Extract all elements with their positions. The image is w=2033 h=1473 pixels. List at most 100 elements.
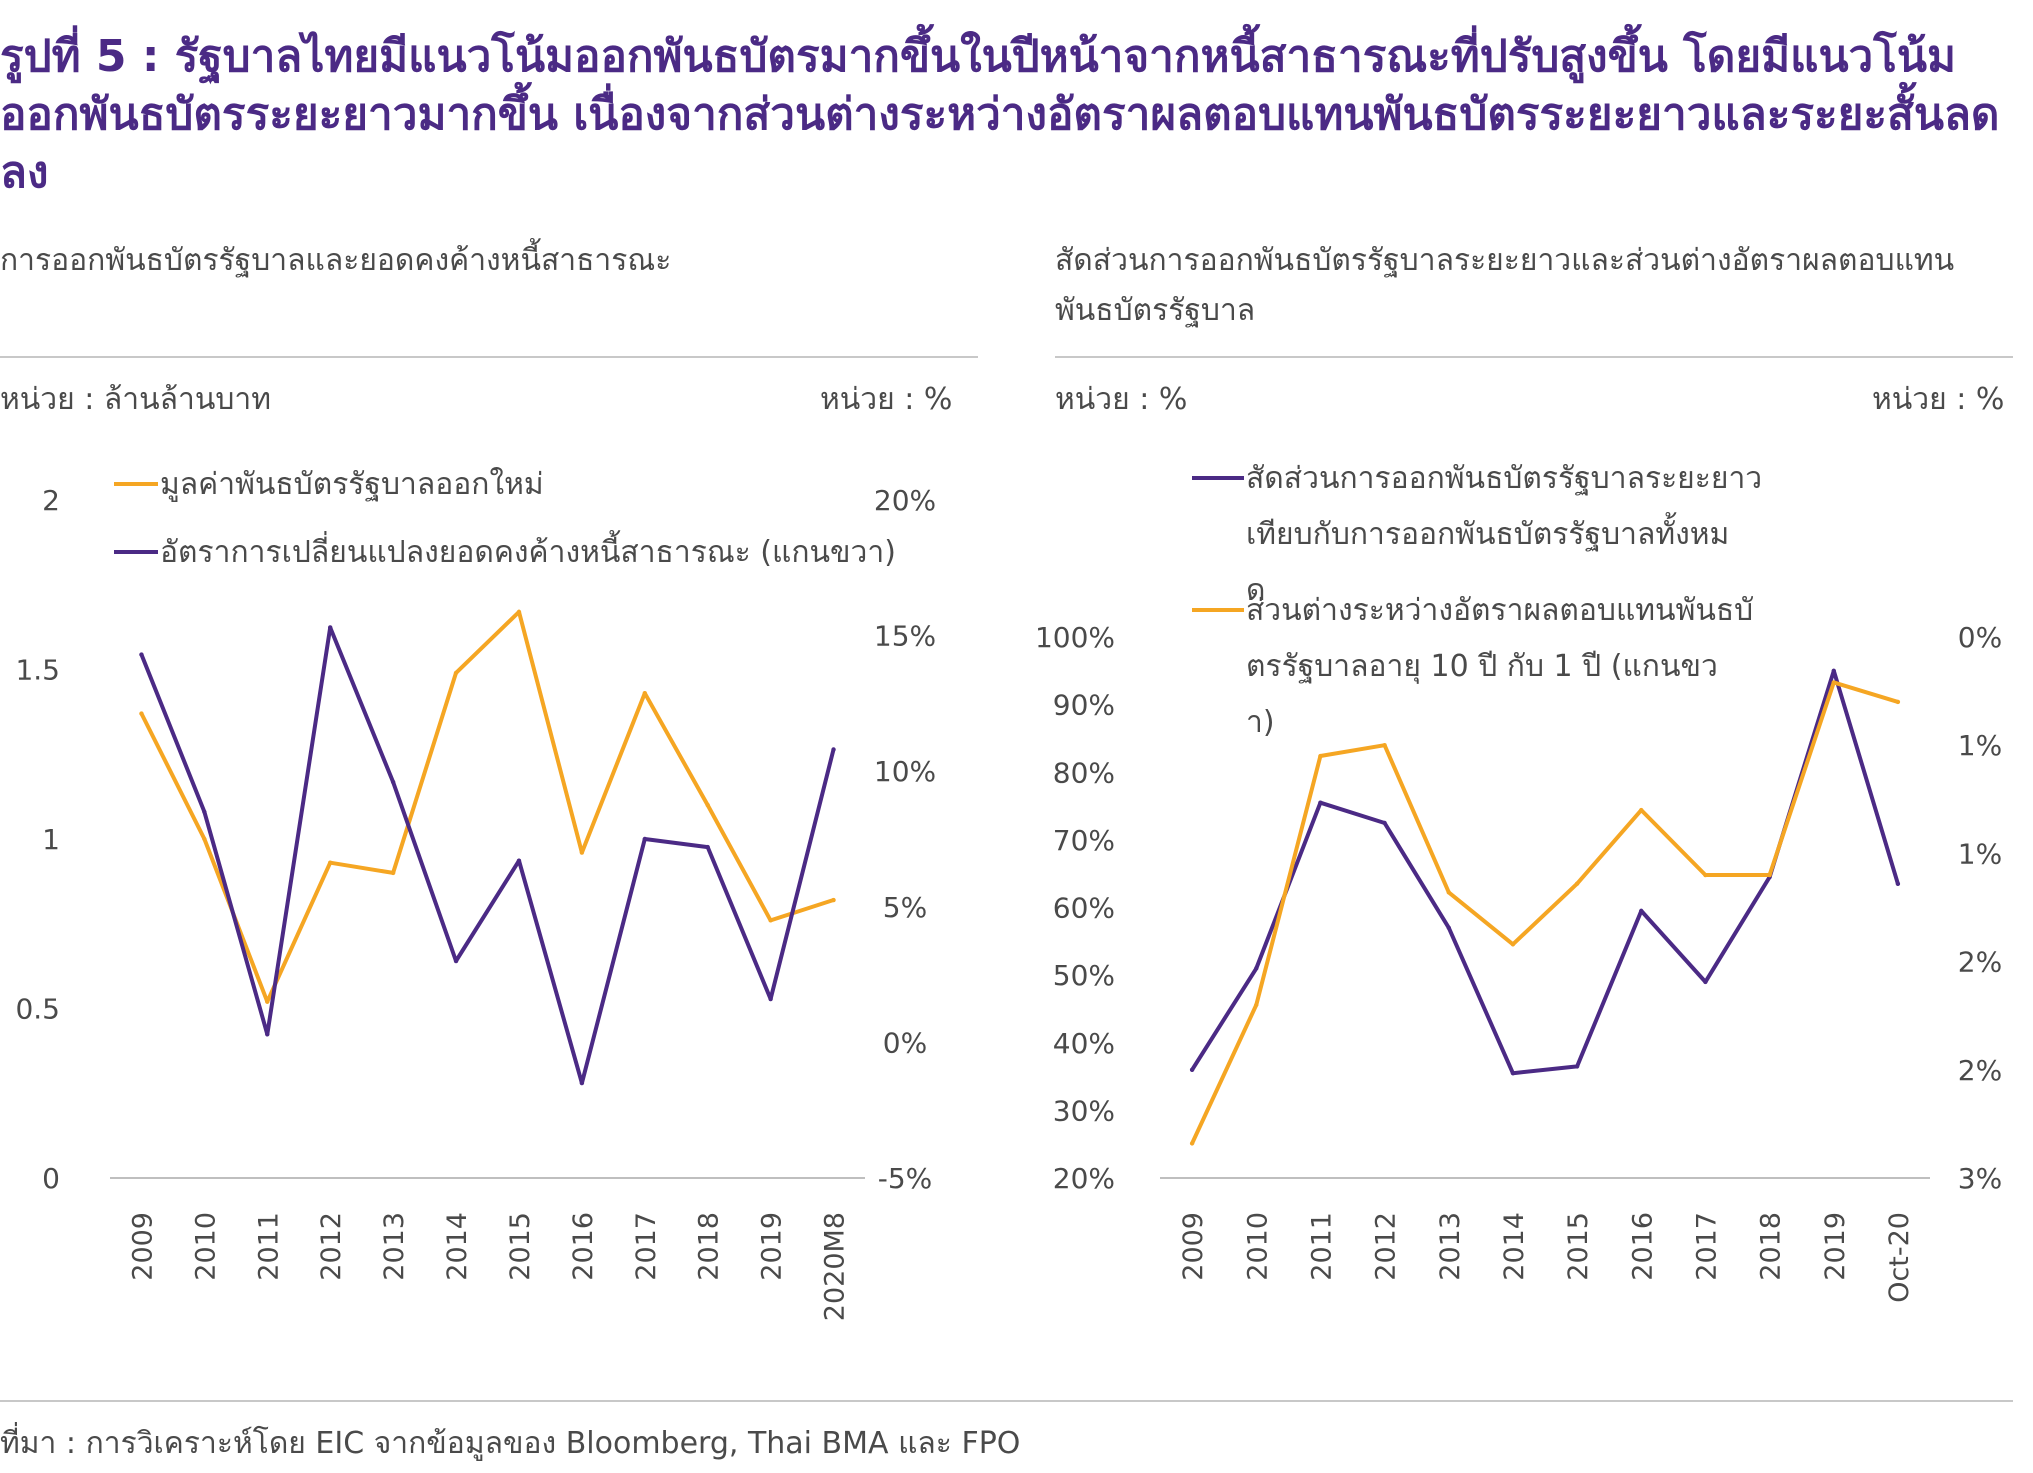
left-x-tick-label: 2018 bbox=[694, 1212, 725, 1281]
left-series-1-point bbox=[768, 996, 773, 1002]
left-legend-label-1: อัตราการเปลี่ยนแปลงยอดคงค้างหนี้สาธารณะ … bbox=[160, 530, 896, 570]
right-y2-tick-label: 3% bbox=[1958, 1162, 2002, 1195]
right-series-1-point bbox=[1510, 942, 1516, 947]
right-series-0-point bbox=[1703, 979, 1708, 985]
left-series-0-point bbox=[705, 802, 710, 808]
right-x-tick-label: 2018 bbox=[1756, 1212, 1787, 1281]
right-series-0-point bbox=[1189, 1067, 1195, 1073]
left-x-tick-label: 2011 bbox=[253, 1212, 284, 1281]
left-y2-tick-label: 15% bbox=[874, 620, 936, 653]
right-series-1-point bbox=[1189, 1141, 1195, 1146]
left-y-tick-label: 1.5 bbox=[15, 654, 60, 687]
right-y-tick-label: 50% bbox=[1053, 959, 1115, 992]
left-top-divider bbox=[0, 356, 978, 358]
right-series-0-point bbox=[1895, 881, 1901, 887]
figure-title: รูปที่ 5 : รัฐบาลไทยมีแนวโน้มออกพันธบัตร… bbox=[0, 31, 2000, 198]
left-y2-tick-label: 5% bbox=[883, 891, 927, 924]
right-y2-tick-label: 1% bbox=[1958, 837, 2002, 870]
left-series-1-point bbox=[516, 858, 522, 863]
right-series-1-point bbox=[1574, 881, 1580, 886]
left-series-0-point bbox=[453, 670, 459, 676]
right-series-1-point bbox=[1703, 872, 1708, 878]
right-series-1-point bbox=[1831, 680, 1836, 685]
left-x-tick-label: 2014 bbox=[442, 1212, 473, 1281]
left-series-1-point bbox=[642, 836, 647, 842]
left-y2-tick-label: 20% bbox=[874, 484, 936, 517]
right-series-0-point bbox=[1510, 1070, 1516, 1076]
right-series-1-point bbox=[1318, 753, 1323, 759]
left-series-0-point bbox=[642, 691, 647, 696]
right-y2-tick-label: 0% bbox=[1958, 621, 2002, 654]
right-series-0-point bbox=[1574, 1064, 1580, 1069]
right-y-tick-label: 80% bbox=[1053, 756, 1115, 789]
left-x-tick-label: 2013 bbox=[379, 1212, 410, 1281]
left-series-1-point bbox=[453, 958, 459, 964]
left-series-0-point bbox=[328, 860, 333, 865]
right-x-tick-label: 2013 bbox=[1435, 1212, 1466, 1281]
right-series-1-point bbox=[1446, 890, 1451, 895]
left-y-tick-label: 0.5 bbox=[15, 993, 60, 1026]
left-series-0-point bbox=[390, 870, 396, 876]
left-x-tick-label: 2009 bbox=[127, 1212, 158, 1281]
right-y2-tick-label: 2% bbox=[1958, 946, 2002, 979]
left-series-0-point bbox=[265, 999, 270, 1004]
left-x-tick-label: 2016 bbox=[568, 1212, 599, 1281]
right-y2-tick-label: 2% bbox=[1958, 1054, 2002, 1087]
left-x-tick-label: 2012 bbox=[316, 1212, 347, 1281]
right-x-tick-label: 2011 bbox=[1306, 1212, 1337, 1281]
left-y-tick-label: 0 bbox=[42, 1162, 60, 1195]
right-x-tick-label: 2019 bbox=[1820, 1212, 1851, 1281]
bottom-divider bbox=[0, 1400, 2013, 1402]
right-x-tick-label: 2012 bbox=[1371, 1212, 1402, 1281]
right-series-1-point bbox=[1639, 807, 1644, 813]
left-series-0-point bbox=[516, 609, 522, 615]
left-chart-subtitle: การออกพันธบัตรรัฐบาลและยอดคงค้างหนี้สาธา… bbox=[0, 243, 672, 278]
left-series-0-point bbox=[768, 918, 773, 923]
right-unit-right: หน่วย : % bbox=[1872, 382, 2005, 417]
left-series-0-point bbox=[202, 836, 207, 842]
right-series-line-1 bbox=[1190, 680, 1900, 1146]
right-series-0-point bbox=[1254, 966, 1259, 971]
left-y2-tick-label: -5% bbox=[878, 1162, 933, 1195]
left-series-1-point bbox=[390, 779, 396, 785]
right-x-tick-label: 2015 bbox=[1563, 1212, 1594, 1281]
left-series-0-point bbox=[579, 850, 585, 855]
right-y-tick-label: 40% bbox=[1053, 1027, 1115, 1060]
right-series-0-point bbox=[1382, 820, 1387, 826]
right-unit-left: หน่วย : % bbox=[1055, 382, 1188, 417]
left-series-1-point bbox=[139, 652, 144, 657]
right-series-0-point bbox=[1446, 925, 1451, 930]
left-series-line-0 bbox=[139, 609, 836, 1004]
right-series-1-point bbox=[1767, 872, 1772, 878]
right-series-line-0 bbox=[1190, 668, 1900, 1076]
right-legend-label-0: สัดส่วนการออกพันธบัตรรัฐบาลระยะยาวเทียบก… bbox=[1246, 461, 1762, 608]
right-x-tick-label: 2009 bbox=[1178, 1212, 1209, 1281]
right-series-1-point bbox=[1254, 1002, 1259, 1008]
right-x-tick-label: 2014 bbox=[1499, 1212, 1530, 1281]
right-series-1-point bbox=[1382, 743, 1387, 748]
left-series-0-point bbox=[139, 711, 144, 716]
left-series-0-point bbox=[831, 897, 836, 903]
right-legend-label-1: ส่วนต่างระหว่างอัตราผลตอบแทนพันธบัตรรัฐบ… bbox=[1246, 593, 1753, 740]
right-x-tick-label: 2017 bbox=[1691, 1212, 1722, 1281]
right-series-0-point bbox=[1831, 668, 1836, 674]
right-y-tick-label: 100% bbox=[1035, 621, 1115, 654]
left-series-1-point bbox=[705, 844, 710, 850]
left-y2-tick-label: 0% bbox=[883, 1026, 927, 1059]
left-unit-right: หน่วย : % bbox=[820, 382, 953, 417]
right-x-tick-label: 2016 bbox=[1627, 1212, 1658, 1281]
right-chart-subtitle: สัดส่วนการออกพันธบัตรรัฐบาลระยะยาวและส่ว… bbox=[1055, 243, 1955, 328]
right-series-1-point bbox=[1895, 699, 1901, 705]
right-y-tick-label: 90% bbox=[1053, 689, 1115, 722]
left-series-1-point bbox=[328, 625, 333, 630]
right-series-0-point bbox=[1318, 800, 1323, 805]
right-series-0-point bbox=[1639, 908, 1644, 914]
left-y-tick-label: 2 bbox=[42, 484, 60, 517]
right-y2-tick-label: 1% bbox=[1958, 729, 2002, 762]
left-unit-left: หน่วย : ล้านล้านบาท bbox=[0, 382, 272, 417]
left-series-line-1 bbox=[139, 625, 836, 1086]
right-x-tick-label: Oct-20 bbox=[1884, 1212, 1915, 1303]
right-y-tick-label: 70% bbox=[1053, 824, 1115, 857]
right-top-divider bbox=[1055, 356, 2013, 358]
left-x-tick-label: 2020M8 bbox=[820, 1212, 851, 1321]
